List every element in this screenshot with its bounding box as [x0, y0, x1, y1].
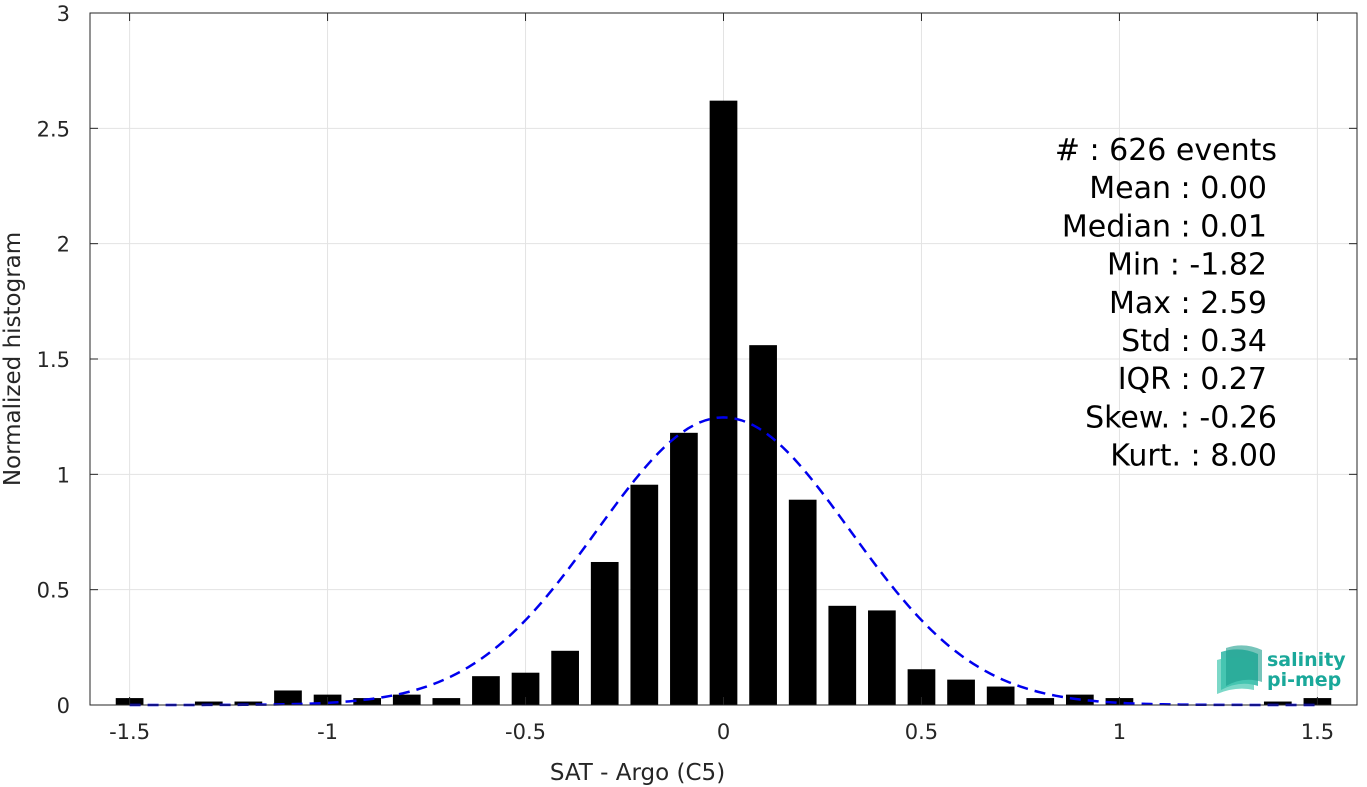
y-tick-label-1: 0.5	[37, 579, 70, 603]
histogram-bar-12	[630, 484, 659, 705]
x-tick-label-4: 0.5	[905, 720, 938, 744]
histogram-bar-21	[986, 686, 1015, 705]
y-tick-label-6: 3	[57, 2, 70, 26]
histogram-bar-5	[353, 698, 382, 705]
histogram-bar-13	[670, 432, 698, 705]
y-tick-label-4: 2	[57, 233, 70, 257]
y-tick-label-5: 2.5	[37, 117, 70, 141]
histogram-bar-22	[1026, 698, 1055, 705]
stats-line-4: Max : 2.59	[1109, 286, 1267, 321]
stats-line-8: Kurt. : 8.00	[1110, 439, 1277, 474]
salinity-pi-mep-logo: salinity pi-mep	[1217, 645, 1346, 694]
histogram-bar-11	[590, 561, 619, 705]
histogram-bar-3	[274, 690, 302, 705]
stats-line-3: Min : -1.82	[1107, 248, 1267, 283]
histogram-bar-6	[392, 694, 421, 705]
x-axis-label: SAT - Argo (C5)	[550, 760, 725, 786]
histogram-bar-20	[947, 679, 975, 705]
x-tick-label-3: 0	[717, 720, 730, 744]
x-tick-label-5: 1	[1113, 720, 1126, 744]
stats-line-1: Mean : 0.00	[1089, 171, 1267, 206]
histogram-bar-8	[472, 676, 500, 705]
histogram-bar-14	[709, 100, 738, 706]
histogram-bar-16	[788, 499, 817, 705]
stats-line-0: # : 626 events	[1055, 133, 1277, 168]
y-tick-label-3: 1.5	[37, 348, 70, 372]
y-tick-label-0: 0	[57, 694, 70, 718]
x-tick-label-2: -0.5	[505, 720, 546, 744]
histogram-bar-17	[828, 605, 857, 705]
histogram-bar-25	[1263, 701, 1292, 705]
axis-tick-labels: -1.5 -1 -0.5 0 0.5 1 1.5 0 0.5 1 1.5 2 2.5 3	[37, 2, 1335, 744]
y-tick-label-2: 1	[57, 463, 70, 487]
x-tick-label-0: -1.5	[109, 720, 150, 744]
histogram-bar-7	[432, 698, 461, 705]
y-axis-label: Normalized histogram	[0, 232, 26, 486]
histogram-bar-10	[551, 650, 579, 705]
stats-line-2: Median : 0.01	[1062, 209, 1267, 244]
logo-text-salinity: salinity	[1267, 649, 1346, 671]
x-tick-label-6: 1.5	[1301, 720, 1334, 744]
axis-ticks	[90, 12, 1357, 706]
histogram-bar-2	[234, 701, 263, 705]
stats-line-7: Skew. : -0.26	[1085, 400, 1277, 435]
histogram-bar-18	[868, 610, 896, 705]
stats-line-6: IQR : 0.27	[1118, 362, 1267, 397]
x-tick-label-1: -1	[317, 720, 338, 744]
wave-logo-icon	[1217, 645, 1262, 694]
histogram-bar-1	[194, 701, 223, 705]
stats-line-5: Std : 0.34	[1121, 324, 1267, 359]
histogram-bar-15	[749, 345, 777, 705]
logo-text-pi-mep: pi-mep	[1267, 669, 1341, 691]
